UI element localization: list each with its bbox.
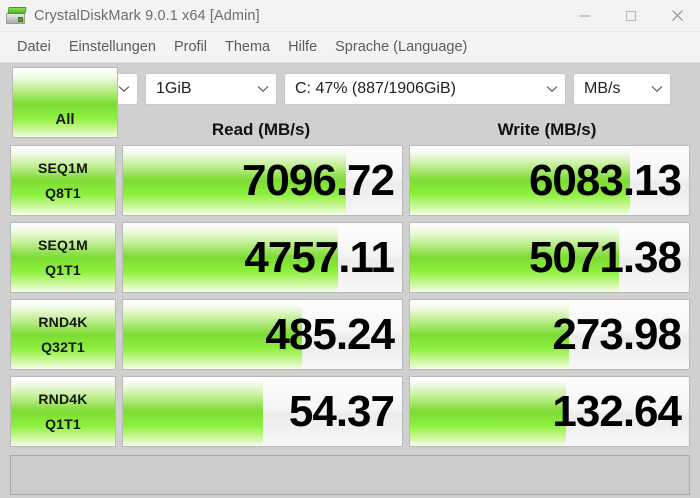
test-button-seq1m-q1t1[interactable]: SEQ1M Q1T1: [10, 222, 116, 293]
read-result-cell: 485.24: [122, 299, 403, 370]
test-label-line1: RND4K: [38, 314, 88, 330]
crystaldiskmark-icon: [5, 5, 27, 27]
test-label-line1: SEQ1M: [37, 160, 88, 176]
read-result-bar: [123, 223, 338, 292]
maximize-button[interactable]: [608, 0, 654, 31]
table-row: SEQ1M Q1T1 4757.11 5071.38: [10, 222, 690, 293]
read-result-cell: 7096.72: [122, 145, 403, 216]
read-result-value: 7096.72: [241, 155, 395, 205]
menu-item-thema[interactable]: Thema: [224, 39, 271, 55]
test-label-line2: Q1T1: [45, 262, 81, 278]
table-row: RND4K Q32T1 485.24 273.98: [10, 299, 690, 370]
menu-item-einstellungen[interactable]: Einstellungen: [68, 39, 156, 55]
comment-bar[interactable]: [10, 455, 690, 495]
test-button-rnd4k-q1t1[interactable]: RND4K Q1T1: [10, 376, 116, 447]
menu-item-hilfe[interactable]: Hilfe: [288, 39, 318, 55]
read-result-cell: 4757.11: [122, 222, 403, 293]
result-rows: SEQ1M Q8T1 7096.72 6083.13 SEQ1M Q1T1: [10, 145, 690, 453]
test-button-rnd4k-q32t1[interactable]: RND4K Q32T1: [10, 299, 116, 370]
run-all-button[interactable]: All: [12, 67, 118, 138]
write-result-cell: 5071.38: [409, 222, 690, 293]
window-title: CrystalDiskMark 9.0.1 x64 [Admin]: [34, 7, 260, 24]
test-label-line2: Q8T1: [45, 185, 81, 201]
table-row: RND4K Q1T1 54.37 132.64: [10, 376, 690, 447]
drive-value: C: 47% (887/1906GiB): [295, 80, 456, 97]
close-button[interactable]: [654, 0, 700, 31]
read-result-bar: [123, 146, 347, 215]
write-result-cell: 132.64: [409, 376, 690, 447]
write-result-cell: 6083.13: [409, 145, 690, 216]
write-result-value: 5071.38: [528, 232, 682, 282]
test-button-seq1m-q8t1[interactable]: SEQ1M Q8T1: [10, 145, 116, 216]
read-column-header: Read (MB/s): [211, 120, 311, 139]
drive-dropdown[interactable]: C: 47% (887/1906GiB): [284, 73, 566, 105]
menu-bar: Datei Einstellungen Profil Thema Hilfe S…: [0, 32, 700, 63]
test-size-dropdown[interactable]: 1GiB: [145, 73, 277, 105]
read-result-bar: [123, 377, 263, 446]
test-label-line1: SEQ1M: [37, 237, 88, 253]
write-result-value: 132.64: [552, 386, 682, 436]
menu-item-sprache[interactable]: Sprache (Language): [335, 39, 468, 55]
read-result-cell: 54.37: [122, 376, 403, 447]
write-result-bar: [410, 377, 567, 446]
minimize-button[interactable]: [562, 0, 608, 31]
read-result-value: 485.24: [265, 309, 395, 359]
write-result-cell: 273.98: [409, 299, 690, 370]
test-label-line2: Q32T1: [41, 339, 85, 355]
test-label-line1: RND4K: [38, 391, 88, 407]
chevron-down-icon: [118, 85, 130, 93]
read-result-bar: [123, 300, 302, 369]
write-result-bar: [410, 223, 620, 292]
read-result-value: 54.37: [288, 386, 395, 436]
window-controls: [562, 0, 700, 31]
read-result-value: 4757.11: [244, 232, 395, 282]
test-label-line2: Q1T1: [45, 416, 81, 432]
write-result-bar: [410, 146, 631, 215]
results-grid: All Read (MB/s) Write (MB/s) SEQ1M Q8T1 …: [0, 67, 700, 453]
chevron-down-icon: [257, 85, 269, 93]
title-bar: CrystalDiskMark 9.0.1 x64 [Admin]: [0, 0, 700, 32]
write-result-bar: [410, 300, 570, 369]
unit-dropdown[interactable]: MB/s: [573, 73, 671, 105]
write-column-header: Write (MB/s): [497, 120, 597, 139]
write-result-value: 273.98: [552, 309, 682, 359]
chevron-down-icon: [546, 85, 558, 93]
menu-item-profil[interactable]: Profil: [173, 39, 207, 55]
column-headers: Read (MB/s) Write (MB/s): [118, 115, 690, 145]
run-all-label: All: [55, 111, 75, 128]
menu-item-datei[interactable]: Datei: [17, 39, 51, 55]
chevron-down-icon: [651, 85, 663, 93]
test-size-value: 1GiB: [156, 80, 192, 97]
write-result-value: 6083.13: [528, 155, 682, 205]
table-row: SEQ1M Q8T1 7096.72 6083.13: [10, 145, 690, 216]
unit-value: MB/s: [584, 80, 621, 97]
